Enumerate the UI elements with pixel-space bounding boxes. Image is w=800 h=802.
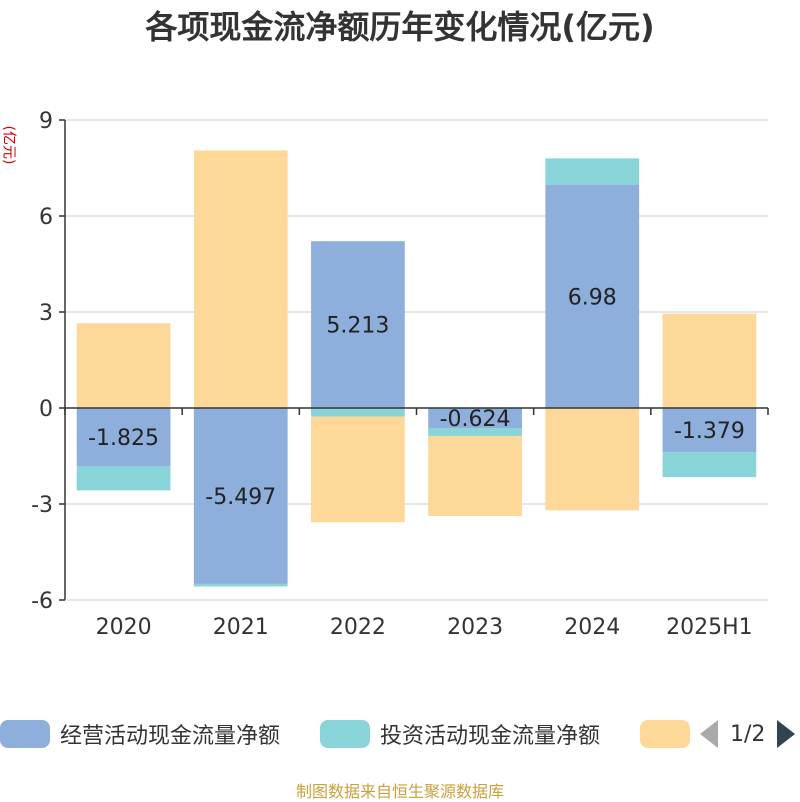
bar-2024-series-1 xyxy=(545,158,640,185)
legend-item-1[interactable]: 投资活动现金流量净额 xyxy=(320,714,600,754)
bar-2023-series-2 xyxy=(428,435,522,516)
bar-2021-series-2 xyxy=(193,150,288,408)
previous-page-icon[interactable] xyxy=(700,720,718,748)
legend-swatch xyxy=(320,720,370,748)
bar-2021-series-0 xyxy=(193,408,288,584)
bar-2024-series-0 xyxy=(545,184,640,408)
bar-2025H1-series-2 xyxy=(662,313,757,408)
chart-title: 各项现金流净额历年变化情况(亿元) xyxy=(145,8,655,46)
bar-2022-series-2 xyxy=(311,416,405,523)
legend-item-2[interactable] xyxy=(640,714,690,754)
data-labels: -1.825 -5.497 5.213 -0.624 6.98 -1.379 xyxy=(88,285,745,510)
bar-2020-series-0 xyxy=(76,408,171,467)
y-tick-label: 0 xyxy=(39,397,53,422)
data-source-note: 制图数据来自恒生聚源数据库 xyxy=(295,782,504,801)
x-tick-label: 2025H1 xyxy=(666,615,753,640)
x-tick-label: 2021 xyxy=(213,615,269,640)
data-label-2021: -5.497 xyxy=(205,485,276,510)
data-label-2025H1: -1.379 xyxy=(674,419,745,444)
data-label-2024: 6.98 xyxy=(568,285,617,310)
x-tick-label: 2024 xyxy=(564,615,620,640)
next-page-icon[interactable] xyxy=(777,720,796,748)
bar-marks xyxy=(76,150,757,587)
bar-2021-series-1 xyxy=(193,583,288,587)
x-tick-label: 2023 xyxy=(447,615,503,640)
bar-2023-series-1 xyxy=(428,427,522,436)
legend-label: 投资活动现金流量净额 xyxy=(380,724,601,749)
bar-2024-series-2 xyxy=(545,408,640,511)
y-tick-label: -6 xyxy=(31,589,53,614)
bar-2023-series-0 xyxy=(428,408,522,428)
data-label-2020: -1.825 xyxy=(88,426,159,451)
data-label-2022: 5.213 xyxy=(326,314,389,339)
legend-swatch xyxy=(640,720,690,748)
axes: -6 -3 0 3 6 9 2020 2021 2022 2023 2024 2025H1 xyxy=(31,109,769,640)
x-tick-label: 2020 xyxy=(96,615,152,640)
y-tick-label: 3 xyxy=(39,301,53,326)
y-tick-label: -3 xyxy=(31,493,53,518)
cash-flow-chart: -6 -3 0 3 6 9 2020 2021 2022 2023 2024 2025H1 -1.82… xyxy=(31,109,769,640)
bar-2020-series-2 xyxy=(76,323,171,408)
legend: 经营活动现金流量净额 投资活动现金流量净额 xyxy=(0,714,800,754)
legend-page-indicator: 1/2 xyxy=(730,721,766,747)
legend-item-0[interactable]: 经营活动现金流量净额 xyxy=(0,714,280,754)
bar-2022-series-0 xyxy=(311,241,405,408)
bar-2025H1-series-0 xyxy=(662,408,757,453)
legend-label: 经营活动现金流量净额 xyxy=(60,724,281,749)
y-tick-label: 6 xyxy=(39,205,53,230)
bar-2022-series-1 xyxy=(311,408,405,417)
legend-pager: 1/2 xyxy=(700,714,796,754)
y-tick-label: 9 xyxy=(39,109,53,134)
legend-swatch xyxy=(0,720,50,748)
bar-2025H1-series-1 xyxy=(662,452,757,478)
x-tick-label: 2022 xyxy=(330,615,386,640)
bar-2020-series-1 xyxy=(76,466,171,491)
data-label-2023: -0.624 xyxy=(440,407,511,432)
